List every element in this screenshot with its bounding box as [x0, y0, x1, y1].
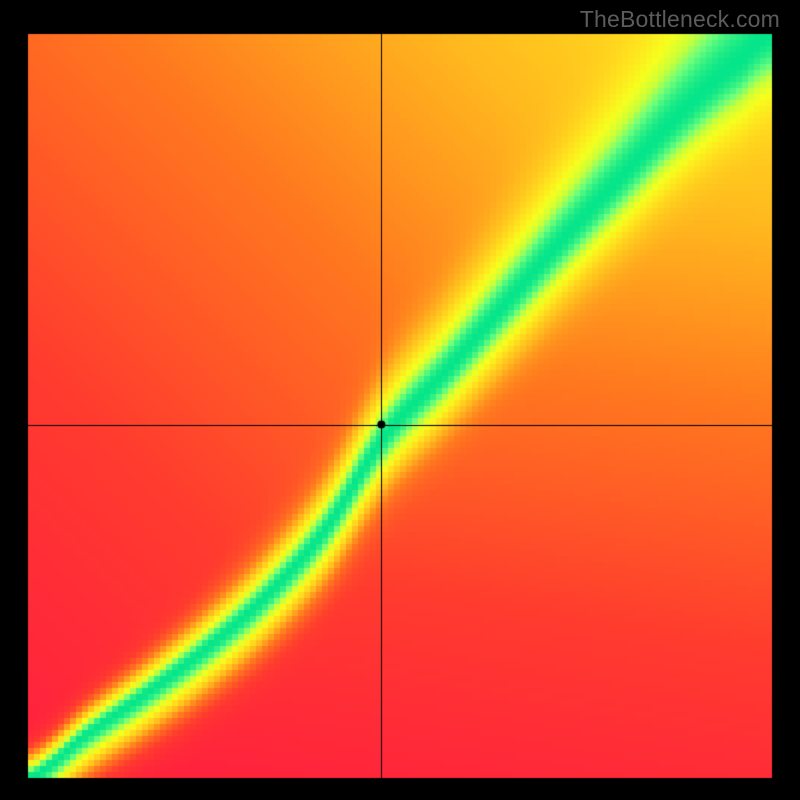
- watermark-text: TheBottleneck.com: [580, 6, 780, 33]
- chart-container: TheBottleneck.com: [0, 0, 800, 800]
- heatmap-canvas: [0, 0, 800, 800]
